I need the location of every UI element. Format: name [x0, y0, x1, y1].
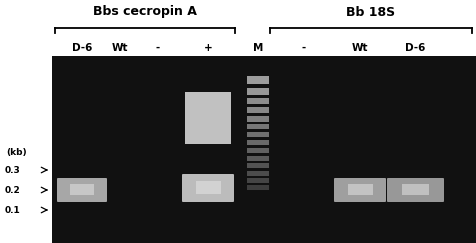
- FancyBboxPatch shape: [52, 56, 476, 243]
- FancyBboxPatch shape: [247, 76, 268, 84]
- FancyBboxPatch shape: [247, 148, 268, 153]
- FancyBboxPatch shape: [247, 98, 268, 104]
- Text: Bb 18S: Bb 18S: [346, 6, 395, 18]
- Text: Wt: Wt: [351, 43, 367, 53]
- FancyBboxPatch shape: [247, 156, 268, 161]
- FancyBboxPatch shape: [247, 132, 268, 137]
- Text: -: -: [301, 43, 306, 53]
- Text: (kb): (kb): [6, 148, 27, 156]
- FancyBboxPatch shape: [196, 181, 220, 194]
- FancyBboxPatch shape: [57, 178, 107, 202]
- FancyBboxPatch shape: [247, 124, 268, 129]
- FancyBboxPatch shape: [247, 185, 268, 190]
- FancyBboxPatch shape: [247, 163, 268, 168]
- Text: 0.3: 0.3: [5, 165, 21, 174]
- FancyBboxPatch shape: [247, 171, 268, 176]
- Text: Wt: Wt: [111, 43, 128, 53]
- FancyBboxPatch shape: [247, 88, 268, 95]
- Text: +: +: [203, 43, 212, 53]
- FancyBboxPatch shape: [247, 116, 268, 122]
- FancyBboxPatch shape: [247, 178, 268, 183]
- FancyBboxPatch shape: [182, 174, 234, 202]
- Text: D-6: D-6: [404, 43, 424, 53]
- Text: 0.2: 0.2: [5, 185, 21, 194]
- Text: 0.1: 0.1: [5, 206, 21, 215]
- FancyBboxPatch shape: [333, 178, 385, 202]
- Text: M: M: [252, 43, 263, 53]
- FancyBboxPatch shape: [247, 107, 268, 113]
- FancyBboxPatch shape: [185, 92, 230, 144]
- FancyBboxPatch shape: [401, 184, 428, 195]
- Text: D-6: D-6: [72, 43, 92, 53]
- FancyBboxPatch shape: [247, 140, 268, 145]
- Text: -: -: [156, 43, 160, 53]
- FancyBboxPatch shape: [70, 184, 94, 195]
- FancyBboxPatch shape: [347, 184, 372, 195]
- Text: Bbs cecropin A: Bbs cecropin A: [93, 6, 197, 18]
- FancyBboxPatch shape: [386, 178, 443, 202]
